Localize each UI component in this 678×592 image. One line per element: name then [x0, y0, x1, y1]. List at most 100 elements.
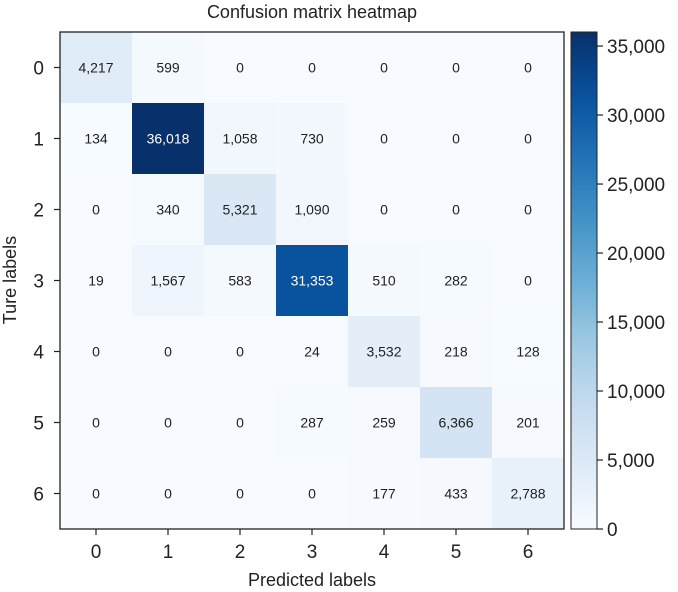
cell-value-4-1: 0	[164, 344, 172, 360]
y-tick-label: 4	[33, 343, 44, 364]
heatmap-cell-0-3	[276, 32, 349, 104]
colorbar	[570, 31, 598, 530]
cell-value-5-2: 0	[236, 415, 244, 431]
cell-value-2-1: 340	[156, 202, 180, 218]
heatmap-cell-6-6	[492, 458, 565, 530]
heatmap-cell-2-3	[276, 174, 349, 246]
heatmap-cell-3-2	[204, 245, 277, 317]
heatmap-cell-2-5	[420, 174, 493, 246]
heatmap-cell-2-6	[492, 174, 565, 246]
heatmap-cell-1-6	[492, 103, 565, 175]
cell-value-0-2: 0	[236, 60, 244, 76]
cell-value-5-1: 0	[164, 415, 172, 431]
x-axis: 0 1 2 3 4 5 6	[91, 529, 534, 563]
cell-value-6-5: 433	[444, 486, 468, 502]
x-tick-label: 0	[91, 542, 102, 563]
cell-value-3-5: 282	[444, 273, 468, 289]
cell-value-4-4: 3,532	[366, 344, 401, 360]
heatmap-cell-6-1	[132, 458, 205, 530]
heatmap-cell-labels: 4,217 599 0 0 0 0 0 134 36,018 1,058 730 0 0 0 0 340 5,3…	[78, 60, 545, 502]
cell-value-0-4: 0	[380, 60, 388, 76]
colorbar-tick-label: 25,000	[607, 175, 665, 196]
cell-value-4-3: 24	[304, 344, 320, 360]
cell-value-5-3: 287	[300, 415, 324, 431]
heatmap-cell-5-4	[348, 387, 421, 459]
cell-value-3-1: 1,567	[150, 273, 185, 289]
x-tick-label: 5	[451, 542, 462, 563]
y-tick-label: 6	[33, 485, 44, 506]
x-tick-label: 3	[307, 542, 318, 563]
cell-value-3-3: 31,353	[291, 273, 334, 289]
heatmap-cell-3-3	[276, 245, 349, 317]
y-tick-label: 0	[33, 59, 44, 80]
heatmap-cell-5-1	[132, 387, 205, 459]
cell-value-3-2: 583	[228, 273, 252, 289]
cell-value-3-4: 510	[372, 273, 396, 289]
heatmap-cell-6-4	[348, 458, 421, 530]
x-tick-label: 1	[163, 542, 174, 563]
cell-value-1-1: 36,018	[147, 131, 190, 147]
cell-value-5-6: 201	[516, 415, 540, 431]
heatmap-cell-1-3	[276, 103, 349, 175]
colorbar-ticks: 0 5,000 10,000 15,000 20,000 25,000 30,000 35,0…	[597, 37, 665, 541]
cell-value-4-5: 218	[444, 344, 468, 360]
heatmap-cell-3-6	[492, 245, 565, 317]
cell-value-1-2: 1,058	[222, 131, 257, 147]
x-tick-label: 6	[523, 542, 534, 563]
colorbar-tick-label: 20,000	[607, 244, 665, 265]
x-axis-label: Predicted labels	[248, 570, 376, 590]
colorbar-tick-label: 30,000	[607, 106, 665, 127]
cell-value-6-4: 177	[372, 486, 396, 502]
y-tick-label: 5	[33, 414, 44, 435]
cell-value-6-1: 0	[164, 486, 172, 502]
cell-value-5-0: 0	[92, 415, 100, 431]
heatmap-cell-5-2	[204, 387, 277, 459]
colorbar-tick-label: 0	[607, 520, 618, 541]
cell-value-2-3: 1,090	[294, 202, 329, 218]
heatmap-cell-5-3	[276, 387, 349, 459]
chart-title: Confusion matrix heatmap	[207, 2, 417, 22]
heatmap-cell-6-3	[276, 458, 349, 530]
cell-value-2-5: 0	[452, 202, 460, 218]
cell-value-4-0: 0	[92, 344, 100, 360]
x-tick-label: 2	[235, 542, 246, 563]
heatmap-cell-4-6	[492, 316, 565, 388]
cell-value-1-3: 730	[300, 131, 324, 147]
cell-value-2-0: 0	[92, 202, 100, 218]
heatmap-cell-0-0	[60, 32, 133, 104]
heatmap-cell-1-5	[420, 103, 493, 175]
heatmap-cell-5-6	[492, 387, 565, 459]
y-tick-label: 1	[33, 130, 44, 151]
cell-value-1-6: 0	[524, 131, 532, 147]
heatmap-cell-1-4	[348, 103, 421, 175]
heatmap-cell-0-2	[204, 32, 277, 104]
heatmap-cell-0-6	[492, 32, 565, 104]
cell-value-5-5: 6,366	[438, 415, 473, 431]
heatmap-cell-0-5	[420, 32, 493, 104]
cell-value-6-3: 0	[308, 486, 316, 502]
y-axis: 0 1 2 3 4 5 6	[33, 59, 60, 506]
heatmap-cell-4-2	[204, 316, 277, 388]
heatmap-cell-4-3	[276, 316, 349, 388]
y-tick-label: 2	[33, 201, 44, 222]
y-axis-label: Ture labels	[0, 236, 20, 324]
cell-value-3-0: 19	[88, 273, 104, 289]
cell-value-3-6: 0	[524, 273, 532, 289]
heatmap-cell-1-1	[132, 103, 205, 175]
cell-value-2-4: 0	[380, 202, 388, 218]
heatmap-cells	[60, 32, 565, 530]
heatmap-cell-3-5	[420, 245, 493, 317]
heatmap-cell-0-4	[348, 32, 421, 104]
cell-value-1-5: 0	[452, 131, 460, 147]
colorbar-tick-label: 10,000	[607, 382, 665, 403]
cell-value-4-6: 128	[516, 344, 540, 360]
heatmap-cell-4-0	[60, 316, 133, 388]
heatmap-cell-1-0	[60, 103, 133, 175]
cell-value-6-0: 0	[92, 486, 100, 502]
heatmap-cell-3-0	[60, 245, 133, 317]
heatmap-cell-3-1	[132, 245, 205, 317]
cell-value-4-2: 0	[236, 344, 244, 360]
y-tick-label: 3	[33, 272, 44, 293]
colorbar-tick-label: 5,000	[607, 451, 655, 472]
